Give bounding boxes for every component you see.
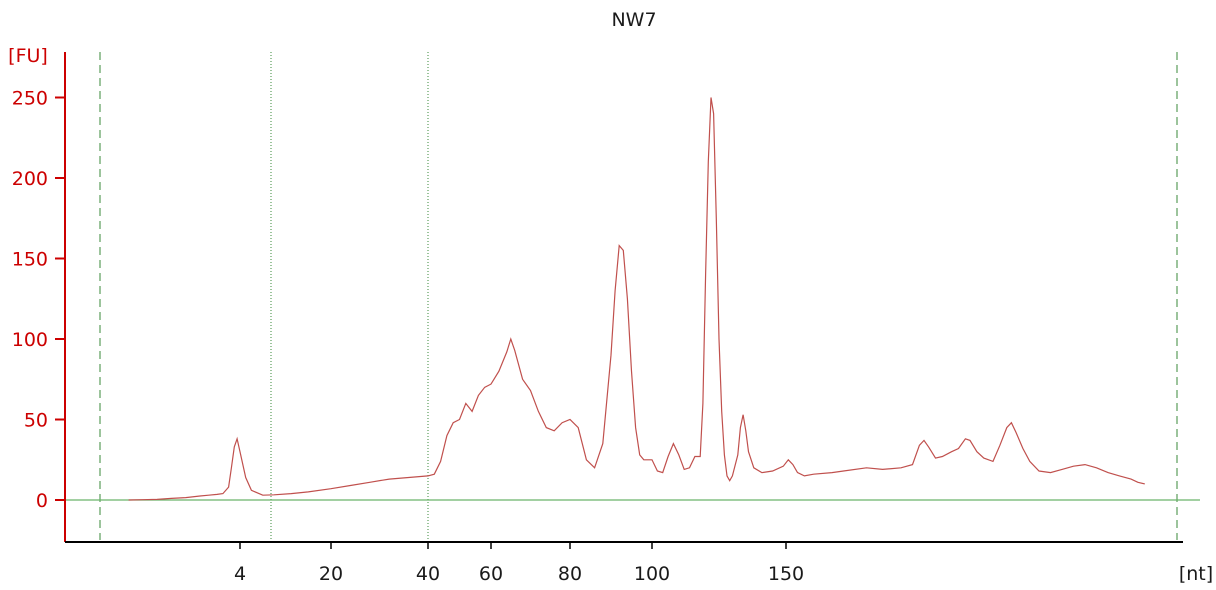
y-tick-label: 50 bbox=[24, 410, 48, 432]
y-tick-label: 0 bbox=[36, 490, 48, 512]
chart-title: NW7 bbox=[611, 9, 656, 31]
x-tick-label: 40 bbox=[416, 563, 440, 585]
x-axis: 4 20 40 60 80 100 150 bbox=[65, 541, 1183, 585]
x-tick-label: 80 bbox=[558, 563, 582, 585]
x-tick-label: 150 bbox=[768, 563, 804, 585]
x-tick-label: 4 bbox=[234, 563, 246, 585]
y-axis-label: [FU] bbox=[8, 45, 48, 67]
y-tick-label: 100 bbox=[12, 329, 48, 351]
x-tick-label: 100 bbox=[634, 563, 670, 585]
trace-line bbox=[128, 97, 1145, 501]
x-axis-label: [nt] bbox=[1179, 563, 1213, 585]
x-tick-label: 60 bbox=[479, 563, 503, 585]
x-tick-label: 20 bbox=[319, 563, 343, 585]
y-tick-label: 150 bbox=[12, 249, 48, 271]
y-tick-label: 250 bbox=[12, 88, 48, 110]
y-axis: 0 50 100 150 200 250 bbox=[12, 52, 66, 542]
marker-lines bbox=[99, 52, 1178, 540]
y-tick-label: 200 bbox=[12, 168, 48, 190]
trace bbox=[128, 97, 1145, 501]
